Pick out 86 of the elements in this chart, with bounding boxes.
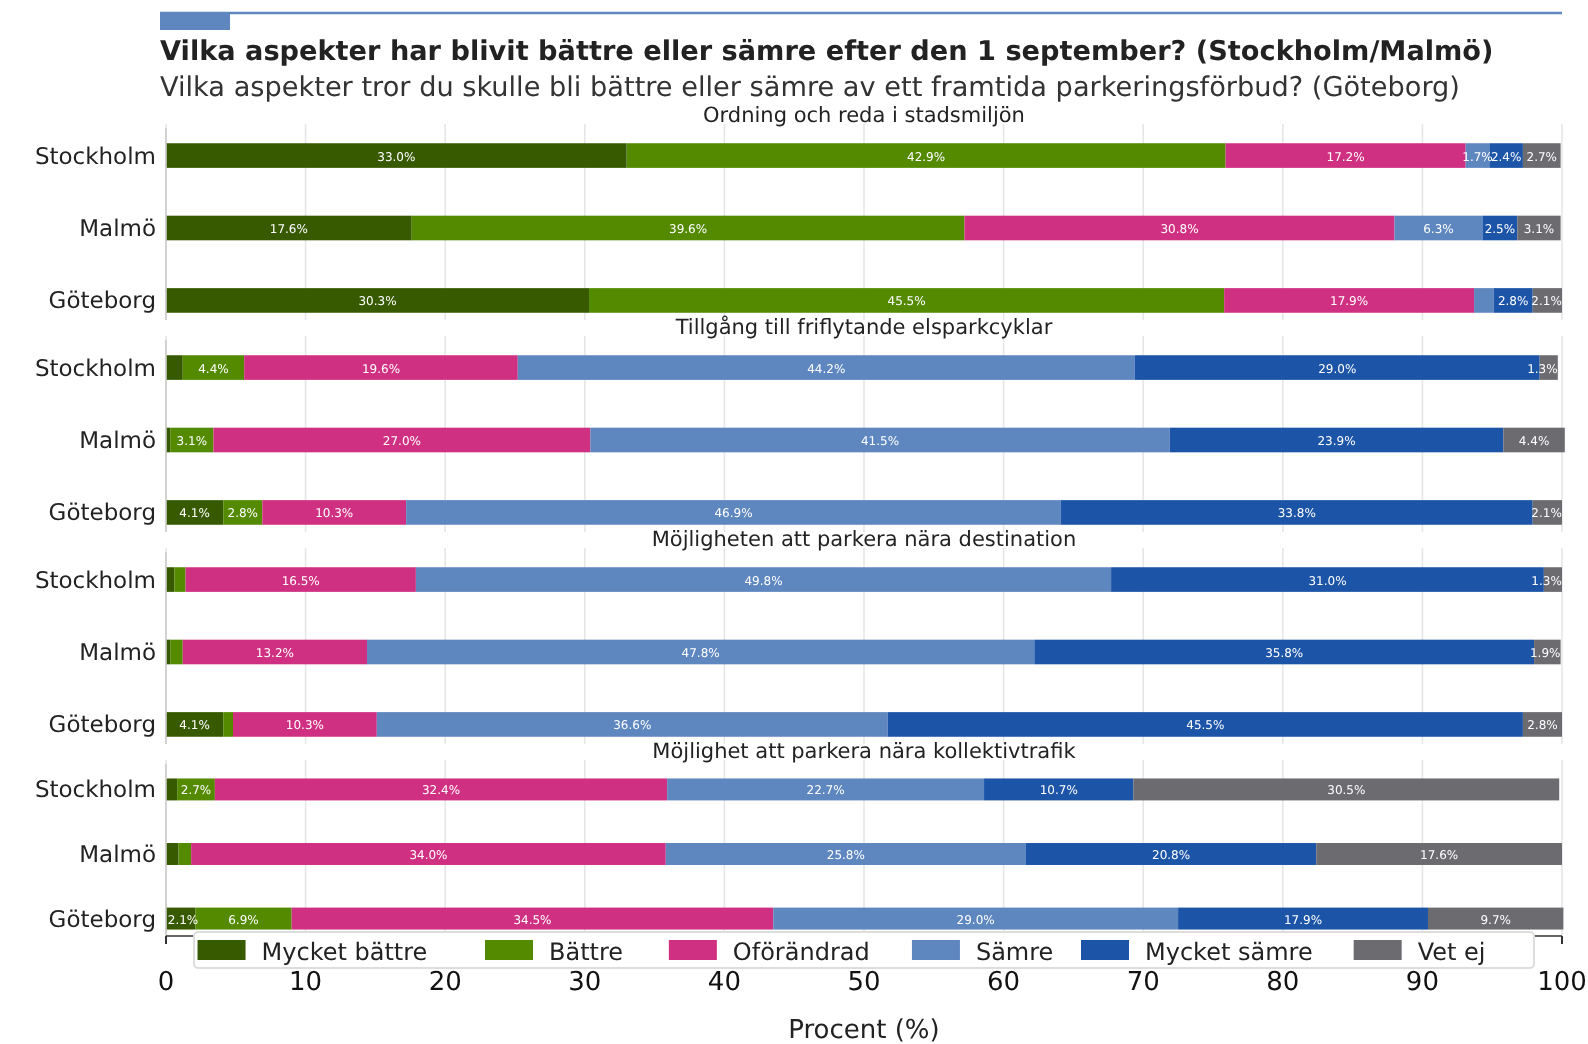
y-tick-label: Malmö	[79, 840, 156, 868]
bar	[262, 500, 407, 525]
bar	[1474, 288, 1494, 313]
bar	[185, 567, 416, 592]
legend-label: Vet ej	[1417, 938, 1486, 966]
x-tick-label: 70	[1126, 968, 1160, 998]
y-tick-label: Göteborg	[48, 286, 156, 315]
chart-title: Tillgång till friflytande elsparkcyklar	[673, 314, 1054, 340]
x-tick-label: 10	[289, 968, 323, 998]
bar	[170, 639, 183, 665]
bar	[667, 778, 985, 801]
bar	[1133, 778, 1560, 801]
x-tick-label: 30	[568, 968, 602, 998]
bar	[166, 843, 179, 865]
y-tick-label: Malmö	[79, 638, 156, 666]
bar	[773, 907, 1179, 930]
bar	[182, 639, 368, 665]
x-tick-label: 80	[1266, 968, 1300, 998]
text: Vilka aspekter har blivit bättre eller sämre efter den 1 september? (Stockholm/Malmö)	[160, 36, 1494, 68]
bar	[367, 639, 1035, 665]
bar	[1224, 288, 1475, 313]
y-tick-label: Malmö	[79, 214, 156, 242]
bar	[665, 843, 1026, 865]
x-tick-label: 20	[428, 968, 462, 998]
bar	[214, 778, 668, 801]
x-tick-label: 50	[847, 968, 881, 998]
chart-title: Möjlighet att parkera nära kollektivtrafik	[652, 740, 1078, 764]
bar	[376, 712, 888, 737]
bar	[588, 288, 1225, 313]
bar	[166, 778, 178, 801]
chart-title: Möjligheten att parkera nära destination	[651, 528, 1077, 552]
legend-label: Mycket sämre	[1145, 938, 1313, 966]
bar	[1034, 639, 1535, 665]
bar	[1316, 843, 1562, 865]
bar	[178, 843, 192, 865]
bar	[1025, 843, 1317, 865]
x-axis-title: Procent (%)	[788, 1016, 940, 1044]
bar	[233, 712, 377, 737]
bar	[182, 355, 245, 380]
bar	[1169, 427, 1504, 453]
x-tick-label: 40	[707, 968, 741, 998]
bar	[1394, 215, 1483, 241]
bar	[166, 712, 224, 737]
bar	[166, 500, 224, 525]
bar	[984, 778, 1134, 801]
bar	[964, 215, 1395, 241]
y-tick-label: Stockholm	[34, 775, 156, 804]
x-tick-label: 0	[157, 968, 175, 998]
bar	[590, 427, 1170, 453]
bar	[415, 567, 1112, 592]
y-tick-label: Malmö	[79, 426, 156, 454]
legend-label: Bättre	[549, 938, 624, 966]
y-tick-label: Stockholm	[34, 141, 156, 170]
bar	[626, 143, 1226, 168]
bar	[166, 288, 589, 313]
bar	[517, 355, 1135, 380]
text: Vilka aspekter tror du skulle bli bättre eller sämre av ett framtida parkeringsförbud? (Göteborg)	[160, 72, 1460, 104]
bar	[174, 567, 186, 592]
bar	[406, 500, 1061, 525]
y-tick-label: Göteborg	[48, 498, 156, 527]
chart-title: Ordning och reda i stadsmiljön	[703, 104, 1025, 128]
bar	[223, 712, 234, 737]
bar	[1225, 143, 1466, 168]
bar	[1060, 500, 1533, 525]
bar	[291, 907, 774, 930]
bar	[166, 143, 627, 168]
x-tick-label: 90	[1405, 968, 1439, 998]
bar	[244, 355, 518, 380]
legend-label: Mycket bättre	[261, 938, 428, 966]
bar	[213, 427, 591, 453]
y-tick-label: Stockholm	[34, 565, 156, 594]
y-tick-label: Stockholm	[34, 353, 156, 382]
legend-label: Sämre	[975, 938, 1054, 966]
x-tick-label: 100	[1537, 968, 1587, 998]
y-tick-label: Göteborg	[48, 904, 156, 933]
legend-label: Oförändrad	[732, 938, 870, 966]
bar	[887, 712, 1523, 737]
y-tick-label: Göteborg	[48, 710, 156, 739]
bar	[166, 215, 412, 241]
bar	[1178, 907, 1428, 930]
bar	[195, 907, 292, 930]
bar	[1427, 907, 1564, 930]
bar	[166, 355, 183, 380]
bar	[191, 843, 666, 865]
bar	[411, 215, 965, 241]
x-tick-label: 60	[987, 968, 1021, 998]
